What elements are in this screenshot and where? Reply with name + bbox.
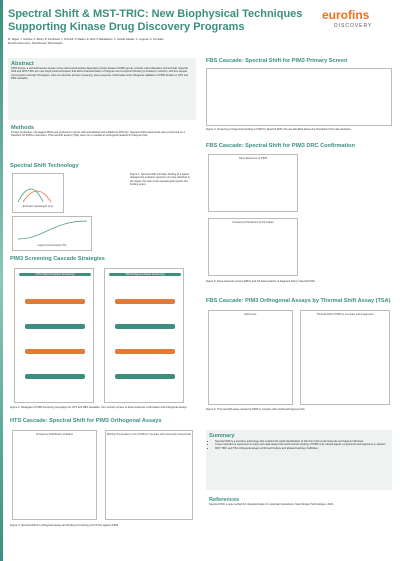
chart-title: Frequency Distribution of Ratios <box>36 433 73 436</box>
chart-title: Melting Temperature / Kd of PIM3 in Comp… <box>106 433 192 436</box>
chart-panel: Dose Response of PIM3 <box>208 154 298 212</box>
chart-title: Thermal Shift of PIM3 in Complex with Fr… <box>316 313 374 316</box>
logo: eurofins <box>322 8 370 22</box>
summary-item: MST-TRIC and TSA orthogonal assays confi… <box>215 447 389 450</box>
caption: Figure 3. Spectral shift for orthogonal … <box>10 524 119 527</box>
figure-panel: Ligand concentration (M) <box>12 216 92 251</box>
axis-label: Ligand concentration (M) <box>37 244 67 247</box>
cascade-header: FBS (Fragment-based Screening) <box>109 273 181 276</box>
summary-item: It was important to implement an easy an… <box>215 443 389 446</box>
caption: Figure 5. Dose-response curves (DRC) and… <box>206 280 316 283</box>
methods: Methods Protein production: His-tagged PI… <box>8 122 196 141</box>
authors: M. Sügelt, J. Günther, A. Bocer, B. Ferd… <box>8 38 164 41</box>
step <box>115 324 175 329</box>
left-stripe <box>0 0 3 561</box>
chart-title: Frequency Distribution of Kd Values <box>232 221 274 224</box>
section-title: FBS Cascade: Spectral Shift for PIM3 Pri… <box>206 58 348 64</box>
logo-sub: DISCOVERY <box>334 23 373 29</box>
chart-title: Melt curve <box>244 313 257 316</box>
caption: Figure 2. Strategies of PIM3 screening c… <box>10 406 188 409</box>
title: Spectral Shift & MST-TRIC: New Biophysic… <box>8 8 308 34</box>
section-title: References <box>209 497 240 503</box>
chart-panel: Melting Temperature / Kd of PIM3 in Comp… <box>105 430 193 520</box>
text: Protein production: His-tagged PIM3 was … <box>11 131 185 138</box>
summary-item: Spectral Shift is a sensitive technology… <box>215 440 389 443</box>
spectra-sketch <box>17 188 52 203</box>
chart-panel: Melt curve <box>208 310 293 405</box>
step <box>25 324 85 329</box>
caption: Figure 6. Thermal shift assay results fo… <box>206 408 306 411</box>
cascade-header: HTS (High-throughput Screening) <box>19 273 91 276</box>
step <box>25 299 85 304</box>
figure-panel: Emission wavelength (nm) <box>12 173 64 213</box>
cascade-panel: HTS (High-throughput Screening) <box>14 268 94 403</box>
section-title: Spectral Shift Technology <box>10 163 79 169</box>
section-title: Summary <box>209 433 235 439</box>
summary: SummarySpectral Shift is a sensitive tec… <box>206 430 392 490</box>
title-line: Spectral Shift & MST-TRIC: New Biophysic… <box>8 8 303 20</box>
section-title: FBS Cascade: PIM3 Orthogonal Assays by T… <box>206 298 391 304</box>
text: PIM3 kinase, a serine/threonine kinase o… <box>11 67 189 80</box>
step <box>115 349 175 354</box>
step <box>115 374 175 379</box>
chart-title: Dose Response of PIM3 <box>238 157 268 160</box>
binding-curve-sketch <box>17 220 88 240</box>
title-line: Supporting Kinase Drug Discovery Program… <box>8 21 245 33</box>
cascade-panel: FBS (Fragment-based Screening) <box>104 268 184 403</box>
chart-panel: Frequency Distribution of Ratios <box>12 430 97 520</box>
section-title: HTS Cascade: Spectral Shift for PIM3 Ort… <box>10 418 162 424</box>
step <box>25 349 85 354</box>
section-title: Abstract <box>11 61 34 67</box>
abstract: Abstract PIM3 kinase, a serine/threonine … <box>8 58 196 120</box>
text: Spectral Shift: a new method for charact… <box>209 503 334 506</box>
caption: Figure 4. Screening of fragments binding… <box>206 128 352 131</box>
chart-panel: Frequency Distribution of Kd Values <box>208 218 298 276</box>
affiliations: Eurofins Discovery | NanoTemper Technolo… <box>8 42 63 45</box>
step <box>115 299 175 304</box>
section-title: Methods <box>11 125 34 131</box>
chart-panel <box>206 68 392 126</box>
chart-panel: Thermal Shift of PIM3 in Complex with Fr… <box>300 310 390 405</box>
section-title: FBS Cascade: Spectral Shift for PIM3 DRC… <box>206 143 355 149</box>
step <box>25 374 85 379</box>
section-title: PIM3 Screening Cascade Strategies <box>10 256 105 262</box>
references: References Spectral Shift: a new method f… <box>206 494 392 509</box>
axis-label: Emission wavelength (nm) <box>22 205 54 208</box>
caption: Figure 1. Spectral shift principle: bind… <box>130 173 190 186</box>
